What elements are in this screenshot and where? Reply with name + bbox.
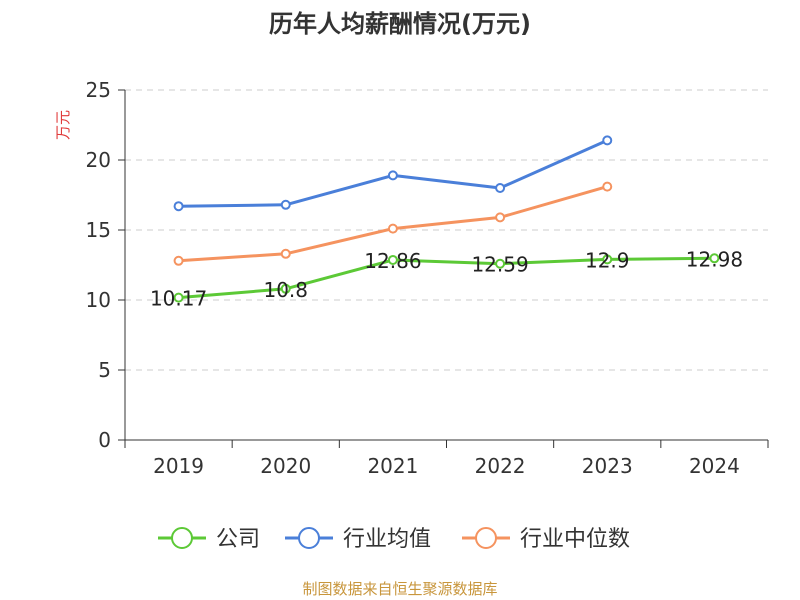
x-tick-label-2019: 2019 [153, 454, 204, 478]
y-tick-label-15: 15 [86, 218, 111, 242]
axes: 0 5 10 15 20 25 2019 2020 2021 2022 2023 2024 [86, 78, 769, 478]
series-0-point-5 [709, 253, 720, 264]
data-label-1: 10.8 [263, 278, 308, 302]
series-layer [173, 135, 720, 303]
legend-marker-1 [298, 527, 320, 549]
series-2-point-3 [495, 212, 506, 223]
y-tick-label-0: 0 [98, 428, 111, 452]
data-label-5: 12.98 [686, 247, 743, 271]
series-1-point-4 [602, 135, 613, 146]
data-label-4: 12.9 [585, 248, 630, 272]
series-1-point-0 [173, 201, 184, 212]
data-label-3: 12.59 [471, 253, 528, 277]
y-tick-label-10: 10 [86, 288, 111, 312]
data-labels: 10.17 10.8 12.86 12.59 12.9 12.98 [150, 247, 743, 310]
y-tick-label-5: 5 [98, 358, 111, 382]
data-label-2: 12.86 [364, 249, 421, 273]
series-0-point-1 [280, 283, 291, 294]
series-1-point-2 [387, 170, 398, 181]
legend-item-0[interactable]: 公司 [158, 527, 260, 552]
legend-marker-2 [475, 527, 497, 549]
series-line-0 [178, 256, 715, 300]
series-0-point-0 [173, 292, 184, 303]
legend-label-0: 公司 [216, 527, 260, 552]
series-1-point-3 [495, 183, 506, 193]
source-note: 制图数据来自恒生聚源数据库 [302, 580, 497, 598]
x-tick-label-2020: 2020 [260, 454, 311, 478]
legend-marker-0 [171, 527, 193, 549]
legend-item-2[interactable]: 行业中位数 [462, 527, 630, 552]
y-tick-label-25: 25 [86, 78, 111, 102]
data-label-0: 10.17 [150, 287, 207, 311]
legend-item-1[interactable]: 行业均值 [285, 527, 431, 552]
series-0-point-4 [602, 254, 613, 265]
y-tick-label-20: 20 [86, 148, 111, 172]
series-2-point-4 [602, 181, 613, 192]
series-0-point-3 [495, 258, 506, 269]
legend-label-1: 行业均值 [343, 527, 431, 552]
chart-title: 历年人均薪酬情况(万元) [269, 10, 531, 38]
x-tick-label-2024: 2024 [689, 454, 740, 478]
legend-label-2: 行业中位数 [520, 527, 630, 552]
gridlines [125, 89, 768, 371]
series-0-point-2 [387, 254, 398, 265]
series-2-point-0 [173, 255, 184, 266]
series-2-point-2 [387, 223, 398, 234]
x-tick-label-2021: 2021 [367, 454, 418, 478]
series-1-point-1 [280, 199, 291, 210]
legend[interactable]: 公司 行业均值 行业中位数 [158, 527, 630, 552]
x-tick-label-2023: 2023 [582, 454, 633, 478]
y-axis-label: 万元 [54, 110, 72, 140]
x-tick-label-2022: 2022 [475, 454, 526, 478]
series-2-point-1 [280, 248, 291, 259]
